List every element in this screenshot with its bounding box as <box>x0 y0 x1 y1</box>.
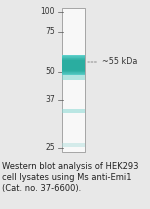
Bar <box>62 57 85 58</box>
Bar <box>62 73 85 74</box>
Text: 37: 37 <box>45 96 55 104</box>
Bar <box>62 56 85 57</box>
Text: ~55 kDa: ~55 kDa <box>88 57 137 66</box>
Text: 75: 75 <box>45 28 55 37</box>
Bar <box>62 74 85 75</box>
Bar <box>62 59 85 60</box>
Bar <box>62 66 85 67</box>
Bar <box>62 72 85 73</box>
Bar <box>62 60 85 61</box>
Bar <box>62 55 85 56</box>
Bar <box>62 69 85 70</box>
Text: Western blot analysis of HEK293
cell lysates using Ms anti-Emi1
(Cat. no. 37-660: Western blot analysis of HEK293 cell lys… <box>2 162 138 193</box>
Bar <box>62 64 85 65</box>
Bar <box>62 61 85 62</box>
Text: 100: 100 <box>40 8 55 17</box>
Bar <box>62 70 85 71</box>
Bar <box>62 71 85 72</box>
Bar <box>62 67 85 68</box>
Bar <box>62 75 85 80</box>
Bar <box>62 109 85 113</box>
Bar <box>62 62 85 63</box>
Bar <box>62 8 85 152</box>
Bar <box>62 58 85 59</box>
Bar <box>62 65 85 66</box>
Bar <box>62 72 85 73</box>
Bar <box>62 63 85 64</box>
Bar <box>62 143 85 147</box>
Bar <box>62 58 85 59</box>
Text: 50: 50 <box>45 68 55 76</box>
Bar <box>62 68 85 69</box>
Text: 25: 25 <box>45 144 55 153</box>
